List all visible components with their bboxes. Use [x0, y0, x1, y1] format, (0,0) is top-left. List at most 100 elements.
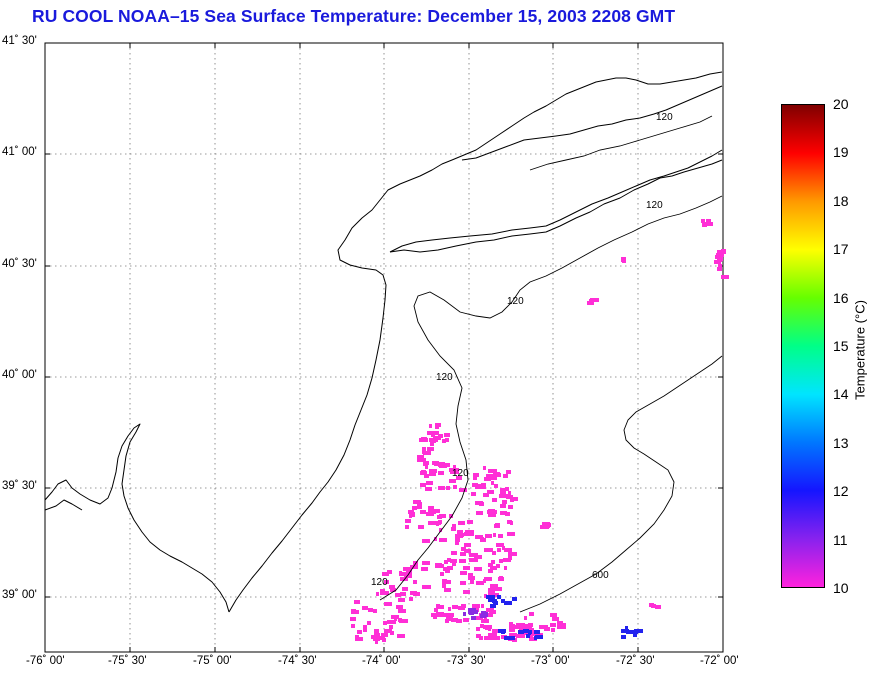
lat-label: 40˚ 30' [2, 258, 37, 270]
sst-pixel [498, 534, 503, 538]
sst-pixel [484, 594, 487, 598]
sst-pixel [417, 457, 421, 461]
sst-pixel [460, 552, 466, 556]
sst-pixel [498, 577, 504, 581]
sst-pixel [403, 567, 411, 571]
colorbar-tick-label: 12 [833, 483, 849, 500]
sst-pixel [467, 520, 473, 524]
sst-data-pixels [350, 219, 729, 644]
sst-pixel [440, 572, 444, 576]
sst-pixel [439, 538, 447, 542]
sst-pixel [409, 597, 413, 601]
lon-label: -75˚ 30' [108, 655, 147, 667]
lon-label: -76˚ 00' [26, 655, 65, 667]
coastline-delaware-inner [44, 499, 83, 511]
sst-pixel [442, 584, 446, 588]
sst-pixel [428, 506, 434, 510]
sst-pixel [476, 511, 483, 515]
sst-pixel [508, 505, 513, 509]
sst-pixel [475, 501, 483, 505]
sst-pixel [425, 465, 428, 469]
sst-pixel [387, 570, 392, 574]
sst-pixel [384, 602, 392, 606]
sst-pixel [490, 566, 497, 570]
sst-pixel [381, 633, 388, 637]
sst-pixel [357, 630, 362, 634]
isobaths [379, 115, 723, 613]
sst-pixel [510, 498, 514, 502]
sst-pixel [502, 546, 505, 550]
sst-pixel [492, 498, 497, 502]
sst-pixel [408, 510, 414, 514]
colorbar-tick-label: 19 [833, 144, 849, 161]
sst-pixel [503, 558, 511, 562]
sst-pixel [374, 633, 380, 637]
sst-pixel [511, 625, 520, 629]
sst-pixel [447, 566, 453, 570]
coastline-sound [461, 85, 723, 161]
sst-pixel [717, 267, 722, 271]
sst-pixel [422, 447, 426, 451]
sst-pixel [542, 522, 550, 526]
sst-pixel [503, 474, 508, 478]
sst-pixel [351, 610, 359, 614]
sst-pixel [432, 461, 439, 465]
sst-pixel [501, 599, 505, 603]
sst-pixel [494, 484, 498, 488]
sst-pixel [373, 637, 380, 641]
sst-pixel [486, 595, 495, 599]
sst-pixel [439, 528, 442, 532]
sst-pixel [374, 629, 379, 633]
sst-pixel [475, 610, 478, 614]
sst-pixel [417, 458, 426, 462]
sst-pixel [502, 500, 507, 504]
sst-pixel [448, 607, 451, 611]
contour-label: 600 [592, 570, 609, 581]
sst-pixel [420, 483, 426, 487]
sst-pixel [431, 433, 435, 437]
sst-pixel [463, 618, 469, 622]
sst-pixel [518, 630, 524, 634]
sst-pixel [480, 624, 484, 628]
sst-pixel [509, 628, 515, 632]
sst-pixel [443, 567, 449, 571]
sst-pixel [382, 638, 386, 642]
sst-pixel [456, 540, 459, 544]
colorbar-tick-label: 13 [833, 434, 849, 451]
sst-pixel [633, 633, 637, 637]
sst-pixel [444, 560, 448, 564]
sst-pixel [420, 510, 426, 514]
sst-pixel [389, 585, 395, 589]
sst-pixel [433, 509, 440, 513]
sst-pixel [544, 627, 550, 631]
sst-pixel [396, 605, 403, 609]
sst-pixel [473, 476, 477, 480]
sst-pixel [493, 636, 500, 640]
map-title: RU COOL NOAA–15 Sea Surface Temperature:… [32, 6, 676, 26]
sst-pixel [496, 543, 504, 547]
sst-pixel [534, 636, 537, 640]
sst-pixel [718, 257, 723, 261]
lon-label: -74˚ 30' [278, 655, 317, 667]
sst-pixel [483, 493, 489, 497]
sst-pixel [484, 577, 492, 581]
colorbar-tick-label: 14 [833, 386, 849, 403]
sst-pixel [539, 625, 548, 629]
sst-pixel [384, 629, 392, 633]
sst-pixel [439, 514, 446, 518]
sst-pixel [412, 506, 417, 510]
sst-pixel [483, 579, 486, 583]
sst-pixel [500, 504, 506, 508]
sst-pixel [444, 433, 450, 437]
sst-pixel [516, 634, 523, 638]
sst-pixel [452, 524, 456, 528]
sst-pixel [492, 551, 496, 555]
sst-pixel [463, 590, 470, 594]
sst-pixel [420, 471, 427, 475]
sst-pixel [434, 537, 437, 541]
lat-label: 41˚ 30' [2, 35, 37, 47]
sst-pixel [422, 585, 431, 589]
sst-pixel [436, 612, 444, 616]
sst-pixel [529, 612, 534, 616]
sst-pixel [507, 532, 515, 536]
